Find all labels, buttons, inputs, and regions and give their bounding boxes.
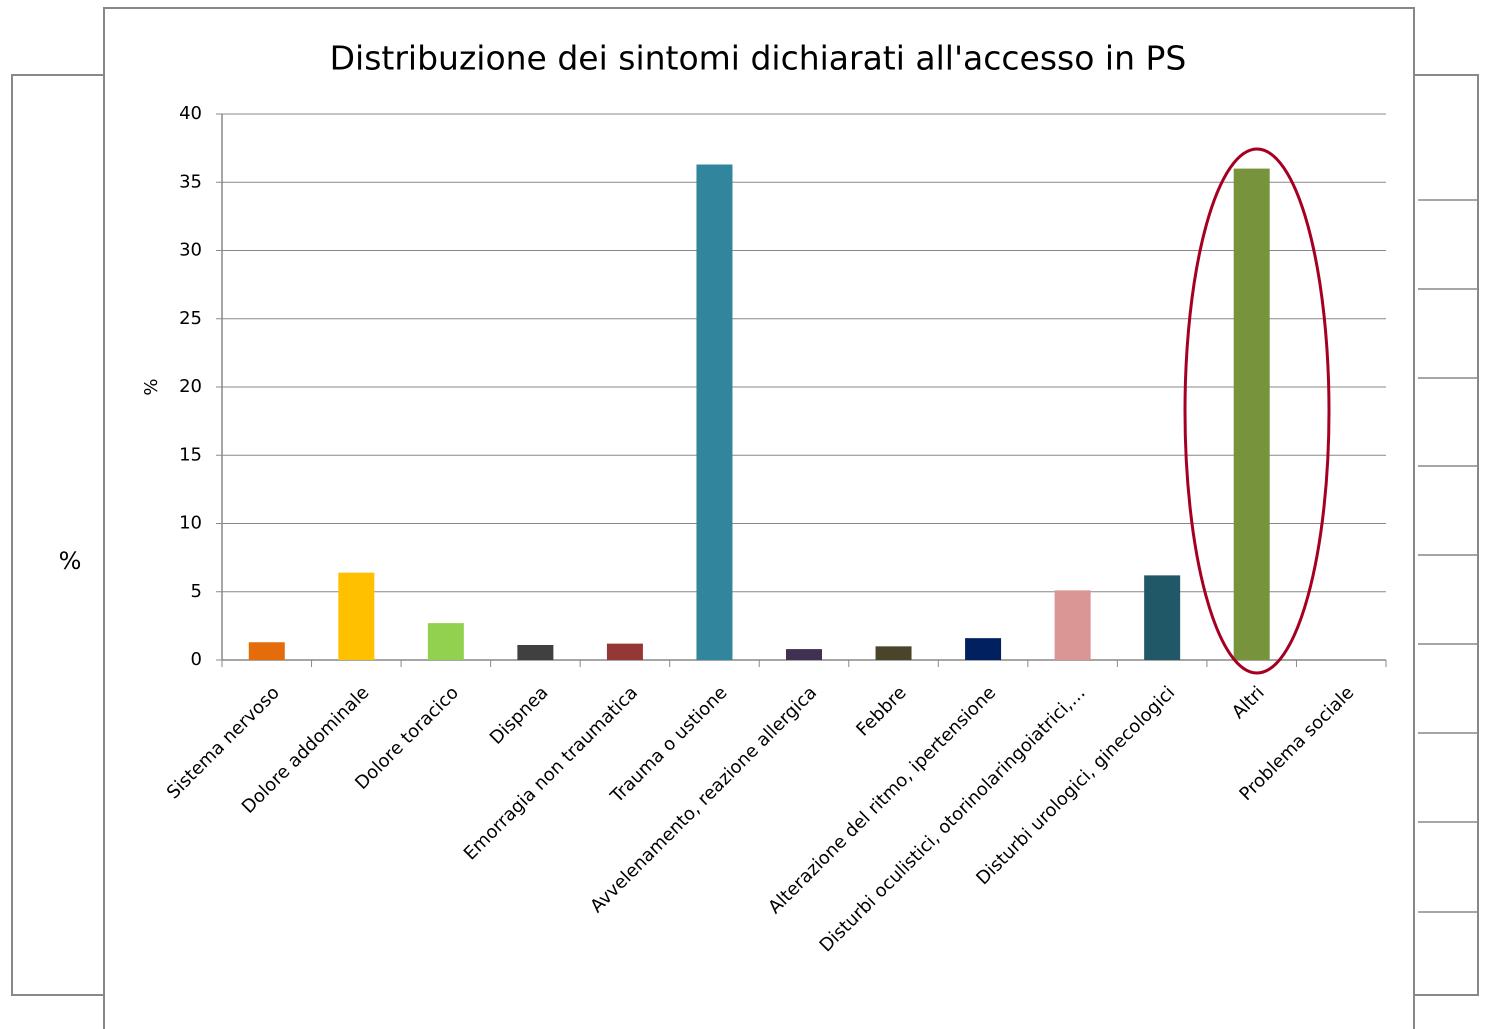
y-axis-label: % bbox=[141, 378, 162, 395]
y-tick-label: 5 bbox=[191, 581, 202, 602]
background-lines bbox=[1418, 199, 1478, 913]
y-tick-label: 25 bbox=[179, 308, 202, 329]
bar bbox=[875, 646, 912, 660]
y-tick-label: 0 bbox=[191, 649, 202, 670]
bar bbox=[1054, 590, 1091, 660]
chart-frame bbox=[103, 7, 1415, 1029]
y-tick-label: 30 bbox=[179, 240, 202, 261]
y-tick-label: 10 bbox=[179, 513, 202, 534]
background-y-label: % bbox=[59, 547, 82, 575]
chart-title: Distribuzione dei sintomi dichiarati all… bbox=[330, 39, 1187, 78]
bar bbox=[786, 649, 822, 660]
bar bbox=[517, 644, 554, 660]
bar bbox=[965, 638, 1002, 660]
bar bbox=[606, 643, 643, 660]
bar bbox=[248, 642, 285, 660]
bar bbox=[338, 572, 375, 660]
y-tick-label: 15 bbox=[179, 444, 202, 465]
y-tick-label: 20 bbox=[179, 376, 202, 397]
y-tick-label: 40 bbox=[179, 103, 202, 124]
bar bbox=[1144, 575, 1181, 660]
bar bbox=[696, 164, 733, 660]
bar bbox=[1233, 168, 1270, 660]
y-tick-label: 35 bbox=[179, 171, 202, 192]
highlight-ellipse bbox=[1183, 147, 1331, 675]
bar bbox=[427, 623, 464, 660]
